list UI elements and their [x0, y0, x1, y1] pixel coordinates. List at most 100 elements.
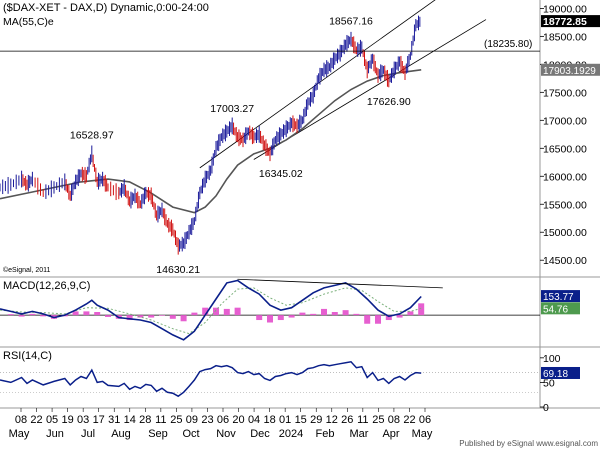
x-axis: 08 22 05 19 03 17 31 14 28 11 25 09 23 06 20 04 18 01 15 29…: [9, 408, 433, 440]
x-day-label: 31: [108, 414, 120, 426]
macd-histogram-bar: [29, 313, 36, 316]
macd-histogram-bar: [105, 315, 111, 317]
x-month-label: Apr: [382, 428, 399, 440]
macd-histogram-bar: [223, 308, 230, 316]
price-tick-label: 14500.00: [543, 255, 587, 267]
macd-histogram-bar: [375, 315, 381, 324]
price-tick-label: 16000.00: [543, 171, 587, 183]
x-month-label: 2024: [279, 428, 303, 440]
macd-histogram-bar: [288, 315, 295, 318]
x-day-label: 01: [279, 414, 291, 426]
macd-divergence-line: [237, 278, 443, 289]
x-day-label: 26: [341, 414, 353, 426]
x-month-label: Feb: [316, 428, 335, 440]
macd-series: [0, 278, 540, 341]
x-day-label: 03: [77, 414, 89, 426]
x-month-label: Sep: [148, 428, 168, 440]
x-month-label: Mar: [350, 428, 369, 440]
x-month-label: Nov: [216, 428, 236, 440]
price-annotations: 16528.97 14630.21 17003.27 16345.02 18567.16…: [70, 16, 411, 276]
macd-histogram-bar: [418, 303, 425, 316]
x-day-label: 25: [170, 414, 182, 426]
macd-histogram-bar: [407, 311, 414, 316]
x-month-label: Oct: [182, 428, 199, 440]
macd-histogram-bar: [299, 312, 306, 316]
macd-histogram-bar: [191, 312, 198, 316]
macd-label: MACD(12,26,9,C): [3, 280, 90, 292]
macd-line: [0, 279, 422, 341]
macd-histogram-bar: [83, 311, 90, 316]
x-day-label: 19: [61, 414, 73, 426]
macd-histogram-bar: [256, 315, 263, 321]
x-day-label: 08: [15, 414, 27, 426]
x-day-label: 14: [124, 414, 136, 426]
watermark: ©eSignal, 2011: [3, 266, 51, 274]
macd-histogram-bar: [396, 315, 403, 318]
rsi-tick-label: 0: [543, 402, 549, 414]
x-day-label: 06: [419, 414, 431, 426]
macd-histogram-bar: [277, 315, 284, 321]
macd-histogram-bar: [18, 315, 25, 317]
ma-label: MA(55,C)e: [3, 16, 54, 28]
ma-last-label: 17903.1929: [543, 66, 596, 77]
last-price-box: [541, 15, 600, 28]
macd-histogram-bar: [137, 315, 144, 318]
price-tick-label: 19000.00: [543, 3, 587, 15]
macd-histogram-bar: [310, 313, 317, 316]
price-annotation: 16345.02: [259, 168, 303, 180]
macd-histogram-bar: [353, 313, 360, 316]
price-annotation: 18567.16: [329, 16, 373, 28]
macd-last-box: [541, 290, 580, 303]
x-day-label: 05: [46, 414, 58, 426]
macd-histogram-bar: [148, 315, 155, 318]
signal-last-label: 54.76: [543, 304, 568, 315]
x-day-label: 17: [93, 414, 105, 426]
x-day-label: 20: [232, 414, 244, 426]
price-panel: [0, 0, 600, 409]
macd-histogram-bar: [40, 315, 47, 317]
x-day-label: 15: [295, 414, 307, 426]
signal-last-box: [541, 302, 580, 315]
price-tick-label: 15000.00: [543, 227, 587, 239]
rsi-line: [0, 360, 422, 398]
x-day-label: 04: [248, 414, 260, 426]
macd-histogram-bar: [342, 310, 349, 316]
chart-title: ($DAX-XET - DAX,D) Dynamic,0:00-24:00: [3, 2, 209, 14]
x-month-label: May: [9, 428, 30, 440]
horizontal-level-label: (18235.80): [484, 39, 532, 50]
x-day-label: 06: [217, 414, 229, 426]
macd-histogram-bar: [234, 307, 241, 316]
rsi-series: [0, 360, 540, 398]
macd-histogram-bar: [267, 315, 273, 323]
price-tick-label: 17000.00: [543, 115, 587, 127]
x-day-label: 29: [310, 414, 322, 426]
publisher-note: Published by eSignal www.esignal.com: [459, 439, 598, 448]
macd-histogram-bar: [202, 307, 209, 316]
price-annotation: 17003.27: [210, 103, 254, 115]
x-day-label: 18: [263, 414, 275, 426]
ma-last-box: [541, 63, 600, 76]
x-day-label: 25: [372, 414, 384, 426]
x-day-label: 11: [155, 414, 166, 426]
price-annotation: 17626.90: [367, 96, 411, 108]
rsi-last-label: 69.18: [543, 369, 568, 380]
macd-histogram-bar: [169, 315, 176, 319]
x-day-label: 22: [30, 414, 42, 426]
x-month-label: Jul: [81, 428, 95, 440]
macd-histogram-bar: [331, 312, 338, 316]
rsi-tick-label: 50: [543, 377, 555, 389]
macd-histogram-bar: [213, 307, 219, 316]
macd-histogram-bar: [180, 315, 187, 322]
price-tick-label: 17500.00: [543, 87, 587, 99]
price-tick-label: 15500.00: [543, 199, 587, 211]
macd-last-label: 153.77: [543, 292, 574, 303]
x-day-label: 23: [201, 414, 213, 426]
last-price-label: 18772.85: [543, 16, 587, 28]
x-month-label: Jun: [46, 428, 64, 440]
macd-histogram-bar: [364, 315, 371, 324]
macd-histogram-bar: [94, 312, 101, 316]
price-annotation: 14630.21: [156, 264, 200, 276]
rsi-axis: 0 50 100: [540, 353, 561, 414]
